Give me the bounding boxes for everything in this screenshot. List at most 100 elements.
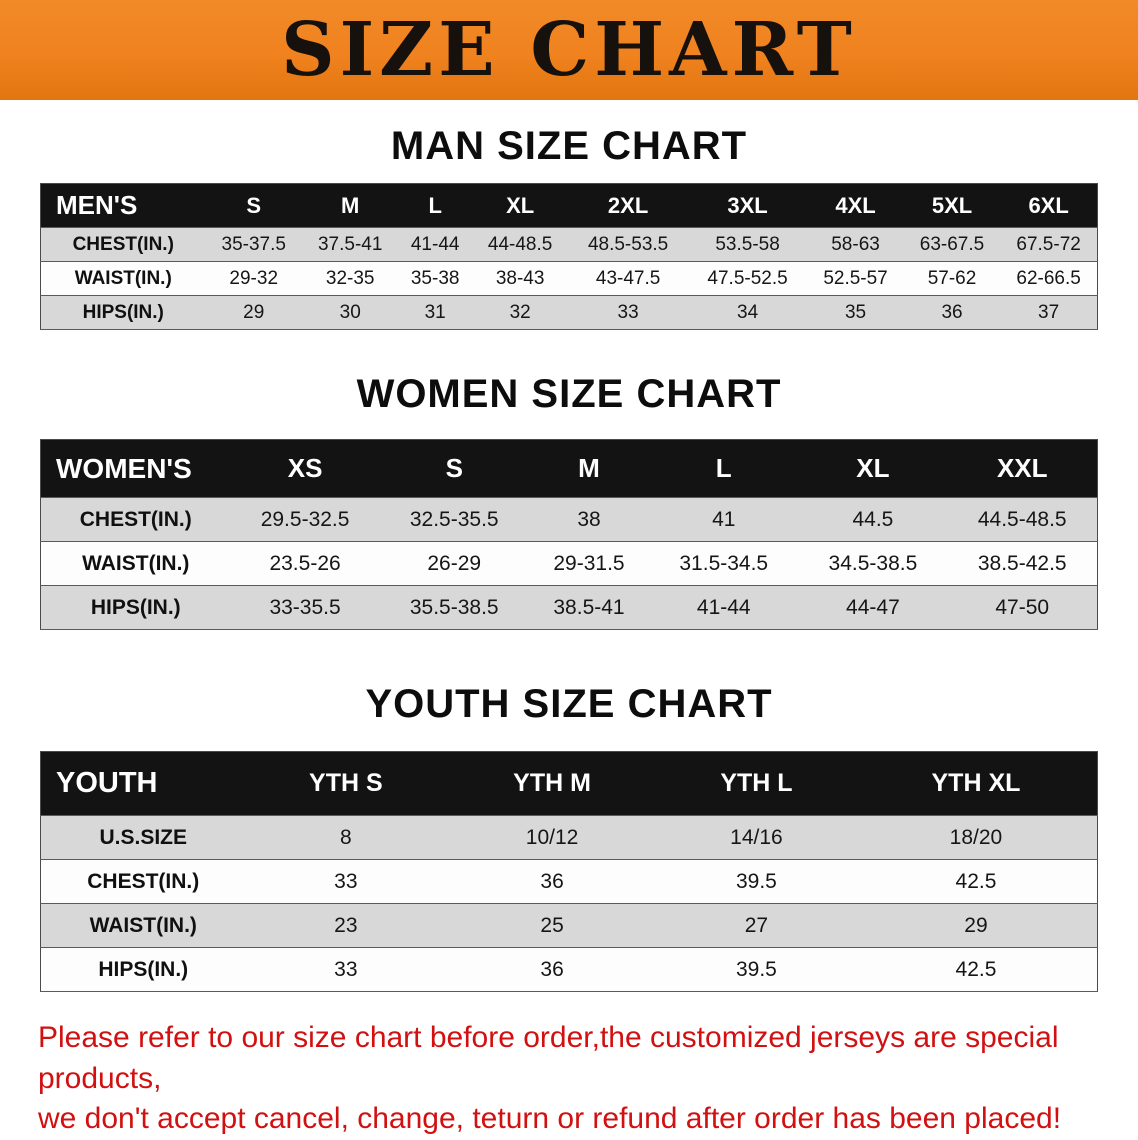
table-cell: 35.5-38.5 [409, 595, 499, 619]
table-cell: 33 [334, 957, 358, 981]
table-cell: 38 [577, 507, 601, 531]
row-label: HIPS(IN.) [90, 595, 181, 619]
table-cell: 32.5-35.5 [409, 507, 499, 531]
men-section: MAN SIZE CHART MEN'S S M L XL 2XL 3XL 4XL 5XL 6XL… [0, 124, 1138, 330]
table-cell: 37 [1038, 301, 1060, 323]
table-cell: 58-63 [831, 233, 880, 255]
table-cell: 52.5-57 [823, 267, 888, 289]
row-label: CHEST(IN.) [87, 869, 200, 893]
table-cell: 30 [339, 301, 361, 323]
men-size-header: XL [471, 183, 569, 228]
table-cell: 36 [540, 869, 564, 893]
men-table-row: WAIST(IN.) 29-32 32-35 35-38 38-43 43-47.5 47.… [40, 261, 1098, 296]
youth-table-row: CHEST(IN.) 33 36 39.5 42.5 [40, 859, 1098, 904]
table-cell: 27 [744, 913, 769, 937]
youth-section: YOUTH SIZE CHART YOUTH YTH S YTH M YTH L YTH… [0, 682, 1138, 992]
table-cell: 26-29 [427, 551, 482, 575]
table-cell: 23.5-26 [269, 551, 341, 575]
women-size-header: XXL [947, 439, 1098, 498]
youth-section-heading: YOUTH SIZE CHART [365, 682, 773, 726]
table-cell: 38.5-41 [553, 595, 625, 619]
men-table-row: CHEST(IN.) 35-37.5 37.5-41 41-44 44-48.5 48.5… [40, 227, 1098, 262]
disclaimer-line-1: Please refer to our size chart before or… [38, 1021, 1059, 1095]
table-cell: 37.5-41 [317, 233, 383, 255]
women-size-header: L [649, 439, 799, 498]
men-size-header: 5XL [903, 183, 1001, 228]
table-cell: 29-31.5 [553, 551, 625, 575]
women-size-header: XS [230, 439, 380, 498]
table-cell: 41-44 [696, 595, 751, 619]
youth-size-table: YOUTH YTH S YTH M YTH L YTH XL U.S.SIZE 8 10/12… [40, 751, 1098, 992]
table-cell: 44.5 [852, 507, 894, 531]
women-size-header: M [528, 439, 650, 498]
table-cell: 8 [340, 825, 352, 849]
table-cell: 39.5 [735, 957, 777, 981]
table-cell: 29 [243, 301, 265, 323]
table-cell: 31.5-34.5 [679, 551, 769, 575]
table-cell: 47-50 [995, 595, 1050, 619]
men-size-header: 6XL [1000, 183, 1098, 228]
row-label: WAIST(IN.) [74, 267, 172, 289]
women-size-table: WOMEN'S XS S M L XL XXL CHEST(IN.) 29.5-32.5 32.5… [40, 439, 1098, 630]
men-size-header: M [301, 183, 399, 228]
table-cell: 25 [540, 913, 564, 937]
table-cell: 41 [712, 507, 736, 531]
row-label: HIPS(IN.) [98, 957, 189, 981]
men-header-row: MEN'S S M L XL 2XL 3XL 4XL 5XL 6XL [40, 183, 1098, 228]
table-cell: 67.5-72 [1016, 233, 1081, 255]
row-label: WAIST(IN.) [89, 913, 197, 937]
table-cell: 42.5 [955, 869, 997, 893]
row-label: CHEST(IN.) [79, 507, 192, 531]
row-label: CHEST(IN.) [72, 233, 174, 255]
table-cell: 29-32 [229, 267, 279, 289]
table-cell: 33-35.5 [269, 595, 341, 619]
table-cell: 33 [617, 301, 639, 323]
table-cell: 14/16 [730, 825, 783, 849]
table-cell: 36 [941, 301, 963, 323]
women-size-header: XL [798, 439, 948, 498]
table-cell: 39.5 [735, 869, 777, 893]
table-cell: 41-44 [410, 233, 460, 255]
table-cell: 29 [964, 913, 988, 937]
women-size-header: S [379, 439, 529, 498]
men-table-title: MEN'S [40, 183, 206, 228]
table-cell: 38-43 [495, 267, 545, 289]
men-size-header: S [205, 183, 302, 228]
row-label: U.S.SIZE [99, 825, 188, 849]
youth-table-title: YOUTH [40, 751, 246, 816]
men-size-table: MEN'S S M L XL 2XL 3XL 4XL 5XL 6XL CHEST(IN.) 35-37… [40, 183, 1098, 330]
table-cell: 38.5-42.5 [977, 551, 1067, 575]
youth-size-header: YTH XL [854, 751, 1098, 816]
women-table-row: HIPS(IN.) 33-35.5 35.5-38.5 38.5-41 41-44 44-… [40, 585, 1098, 630]
youth-table-row: U.S.SIZE 8 10/12 14/16 18/20 [40, 815, 1098, 860]
women-header-row: WOMEN'S XS S M L XL XXL [40, 439, 1098, 498]
disclaimer-line-2: we don't accept cancel, change, teturn o… [38, 1102, 1062, 1135]
youth-size-header: YTH S [245, 751, 447, 816]
table-cell: 53.5-58 [715, 233, 780, 255]
table-cell: 35-38 [410, 267, 460, 289]
table-cell: 44.5-48.5 [977, 507, 1067, 531]
men-size-header: 2XL [568, 183, 688, 228]
table-cell: 48.5-53.5 [587, 233, 669, 255]
row-label: HIPS(IN.) [82, 301, 164, 323]
table-cell: 32 [509, 301, 531, 323]
table-cell: 34.5-38.5 [828, 551, 918, 575]
table-cell: 43-47.5 [595, 267, 661, 289]
table-cell: 31 [424, 301, 446, 323]
table-cell: 33 [334, 869, 358, 893]
men-section-heading: MAN SIZE CHART [390, 124, 748, 168]
youth-table-row: WAIST(IN.) 23 25 27 29 [40, 903, 1098, 948]
table-cell: 35-37.5 [221, 233, 286, 255]
table-cell: 32-35 [325, 267, 375, 289]
table-cell: 10/12 [525, 825, 579, 849]
table-cell: 57-62 [927, 267, 977, 289]
youth-size-header: YTH M [446, 751, 658, 816]
women-table-row: WAIST(IN.) 23.5-26 26-29 29-31.5 31.5-34.5 34… [40, 541, 1098, 586]
table-cell: 35 [844, 301, 867, 323]
youth-table-row: HIPS(IN.) 33 36 39.5 42.5 [40, 947, 1098, 992]
women-table-title: WOMEN'S [40, 439, 231, 498]
table-cell: 18/20 [949, 825, 1003, 849]
table-cell: 44-48.5 [487, 233, 553, 255]
youth-size-header: YTH L [657, 751, 855, 816]
